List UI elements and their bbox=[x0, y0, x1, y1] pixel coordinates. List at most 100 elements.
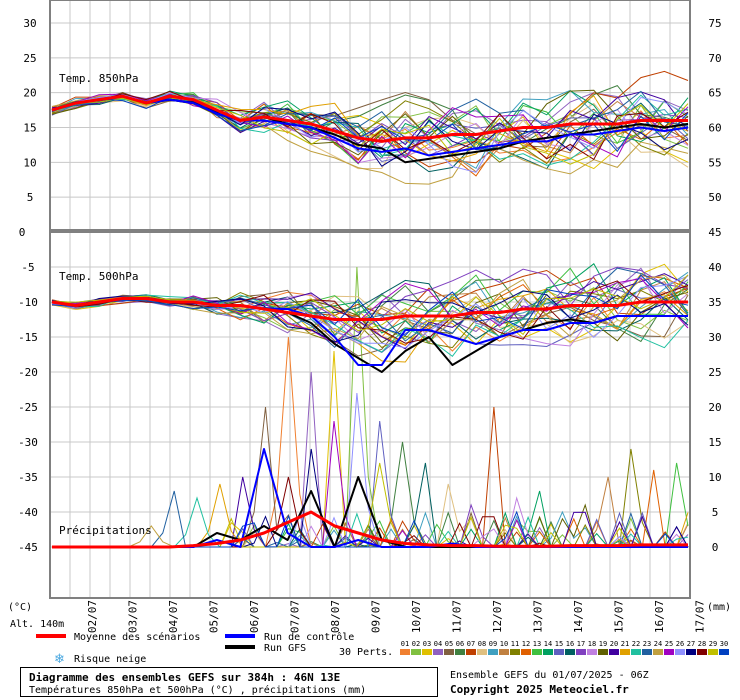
member-color-swatch bbox=[510, 649, 520, 655]
plot-frames bbox=[49, 0, 691, 599]
tick-label-x: 11/07 bbox=[451, 600, 464, 633]
member-number: 09 bbox=[489, 640, 497, 648]
member-color-swatch bbox=[455, 649, 465, 655]
tick-label-left: -40 bbox=[18, 506, 38, 519]
footer-title: Diagramme des ensembles GEFS sur 384h : … bbox=[29, 671, 341, 684]
member-number: 10 bbox=[500, 640, 508, 648]
mean-line-precip bbox=[52, 510, 688, 549]
tick-label-left: -15 bbox=[18, 331, 38, 344]
member-number: 25 bbox=[665, 640, 673, 648]
tick-label-right: 15 bbox=[708, 436, 721, 449]
tick-label-left: 10 bbox=[23, 156, 36, 169]
panel-title-precip: Précipitations bbox=[59, 524, 152, 537]
tick-label-right: 35 bbox=[708, 296, 721, 309]
tick-label-left: 15 bbox=[23, 122, 36, 135]
member-line-precip bbox=[60, 448, 688, 548]
tick-label-x: 12/07 bbox=[491, 600, 504, 633]
grid-layer bbox=[49, 0, 691, 598]
footer-title-box: Diagramme des ensembles GEFS sur 384h : … bbox=[20, 667, 438, 697]
member-color-swatch bbox=[653, 649, 663, 655]
unit-right: (mm) bbox=[707, 602, 731, 613]
tick-label-left: 30 bbox=[23, 17, 36, 30]
tick-label-x: 14/07 bbox=[572, 600, 585, 633]
tick-label-x: 13/07 bbox=[532, 600, 545, 633]
member-line-850 bbox=[51, 91, 689, 148]
member-number: 04 bbox=[434, 640, 442, 648]
tick-label-right: 20 bbox=[708, 401, 721, 414]
mean-line-850 bbox=[51, 94, 688, 143]
member-color-swatch bbox=[719, 649, 729, 655]
tick-label-x: 16/07 bbox=[653, 600, 666, 633]
tick-label-left: -5 bbox=[21, 261, 34, 274]
tick-label-x: 03/07 bbox=[127, 600, 140, 633]
tick-label-left: 0 bbox=[19, 226, 26, 239]
snowflake-icon: ❄ bbox=[54, 652, 65, 667]
unit-left: (°C) bbox=[8, 602, 32, 613]
tick-label-right: 50 bbox=[708, 191, 721, 204]
tick-label-x: 06/07 bbox=[248, 600, 261, 633]
legend-control-label: Run de contrôle bbox=[264, 631, 354, 643]
tick-label-right: 60 bbox=[708, 122, 721, 135]
member-number: 03 bbox=[423, 640, 431, 648]
legend-gfs-label: Run GFS bbox=[264, 643, 306, 654]
member-color-swatch bbox=[543, 649, 553, 655]
legend-perts-label: 30 Perts. bbox=[339, 647, 393, 658]
tick-label-right: 40 bbox=[708, 261, 721, 274]
tick-label-left: -35 bbox=[18, 471, 38, 484]
member-number: 20 bbox=[610, 640, 618, 648]
tick-label-left: -45 bbox=[18, 541, 38, 554]
member-number: 05 bbox=[445, 640, 453, 648]
member-line-500 bbox=[51, 274, 689, 336]
footer-run-info: Ensemble GEFS du 01/07/2025 - 06Z Copyri… bbox=[450, 668, 738, 697]
tick-label-left: -30 bbox=[18, 436, 38, 449]
member-color-swatch bbox=[576, 649, 586, 655]
member-line-precip bbox=[60, 392, 688, 548]
member-color-swatch bbox=[675, 649, 685, 655]
member-number: 02 bbox=[412, 640, 420, 648]
tick-label-left: 25 bbox=[23, 52, 36, 65]
member-line-precip bbox=[60, 448, 689, 548]
tick-label-x: 04/07 bbox=[167, 600, 180, 633]
member-color-swatch bbox=[477, 649, 487, 655]
member-number: 28 bbox=[698, 640, 706, 648]
tick-label-x: 17/07 bbox=[694, 600, 707, 633]
altitude-label: Alt. 140m bbox=[10, 619, 64, 630]
plot-frame bbox=[49, 0, 691, 231]
member-number: 30 bbox=[720, 640, 728, 648]
tick-label-x: 15/07 bbox=[613, 600, 626, 633]
legend: Moyenne des scénarios Run de contrôleRun … bbox=[36, 631, 729, 667]
member-color-swatch bbox=[521, 649, 531, 655]
member-number: 26 bbox=[676, 640, 684, 648]
member-line-500 bbox=[51, 274, 689, 336]
tick-label-left: -20 bbox=[18, 366, 38, 379]
tick-label-right: 70 bbox=[708, 52, 721, 65]
member-color-swatch bbox=[433, 649, 443, 655]
member-color-swatch bbox=[642, 649, 652, 655]
member-line-850 bbox=[51, 90, 689, 159]
member-number: 14 bbox=[544, 640, 552, 648]
footer-subtitle: Températures 850hPa et 500hPa (°C) , pré… bbox=[29, 685, 367, 696]
tick-label-left: -10 bbox=[18, 296, 38, 309]
member-number: 21 bbox=[621, 640, 629, 648]
member-line-500 bbox=[51, 294, 689, 358]
panel-title-850: Temp. 850hPa bbox=[59, 72, 138, 85]
member-number: 08 bbox=[478, 640, 486, 648]
member-number: 17 bbox=[577, 640, 585, 648]
member-number: 24 bbox=[654, 640, 662, 648]
tick-label-x: 09/07 bbox=[370, 600, 383, 633]
tick-label-right: 0 bbox=[712, 541, 719, 554]
member-number: 12 bbox=[522, 640, 530, 648]
tick-label-right: 30 bbox=[708, 331, 721, 344]
member-number: 11 bbox=[511, 640, 519, 648]
member-color-swatch bbox=[587, 649, 597, 655]
member-number: 01 bbox=[401, 640, 409, 648]
legend-mean-label: Moyenne des scénarios bbox=[74, 631, 200, 643]
tick-label-x: 05/07 bbox=[208, 600, 221, 633]
member-color-swatch bbox=[620, 649, 630, 655]
member-color-swatch bbox=[499, 649, 509, 655]
member-number: 18 bbox=[588, 640, 596, 648]
member-number: 16 bbox=[566, 640, 574, 648]
member-color-swatch bbox=[686, 649, 696, 655]
legend-snow-label: Risque neige bbox=[74, 654, 146, 665]
tick-label-right: 25 bbox=[708, 366, 721, 379]
